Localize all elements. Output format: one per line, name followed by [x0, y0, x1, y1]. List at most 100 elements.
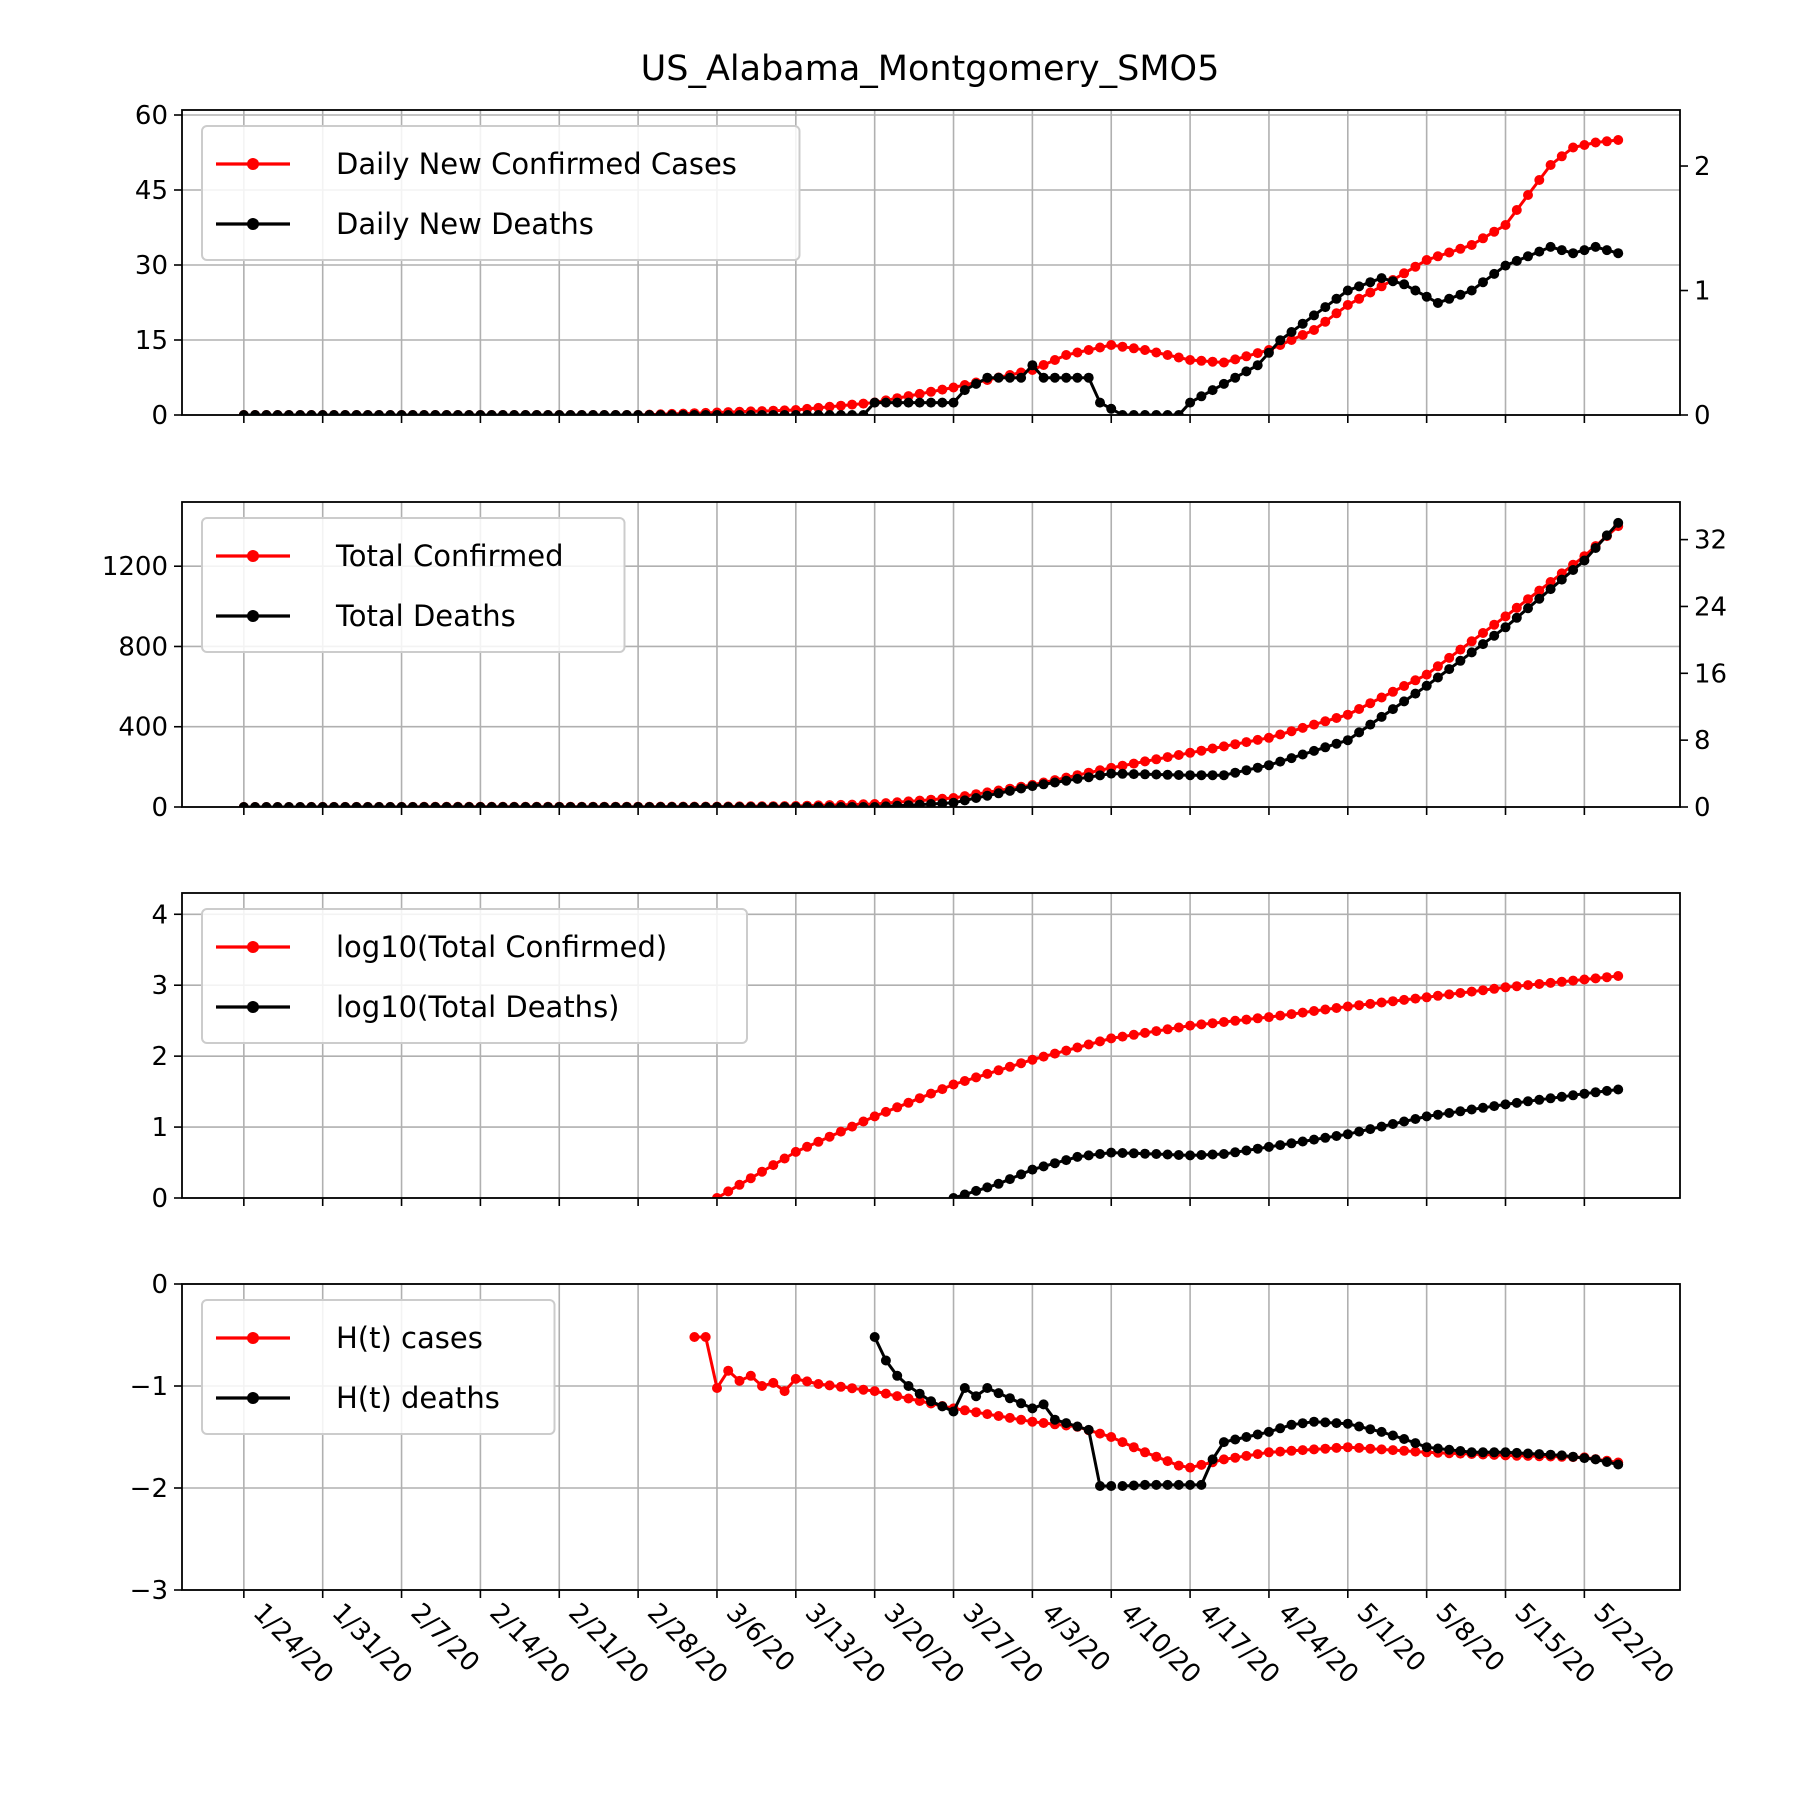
data-point-h-t-cases: [1117, 1437, 1128, 1448]
data-point-total-deaths: [599, 802, 610, 807]
data-point-daily-new-deaths: [452, 410, 463, 415]
data-point-total-deaths: [419, 802, 430, 807]
data-point-log10-total-deaths: [1297, 1136, 1308, 1147]
data-point-log10-total-confirmed: [892, 1102, 903, 1113]
data-point-daily-new-deaths: [1410, 285, 1421, 296]
data-point-log10-total-deaths: [1376, 1121, 1387, 1132]
data-point-daily-new-deaths: [971, 378, 982, 389]
data-point-total-deaths: [1252, 762, 1263, 773]
data-point-h-t-cases: [1387, 1445, 1398, 1456]
data-point-log10-total-confirmed: [779, 1153, 790, 1164]
data-point-daily-new-confirmed-cases: [1568, 142, 1579, 153]
data-point-total-deaths: [948, 797, 959, 807]
data-point-total-confirmed: [1432, 661, 1443, 672]
data-point-h-t-deaths: [903, 1381, 914, 1391]
data-point-log10-total-confirmed: [813, 1136, 824, 1147]
legend-label: log10(Total Deaths): [336, 990, 620, 1024]
data-point-total-confirmed: [1455, 644, 1466, 655]
data-point-daily-new-confirmed-cases: [1579, 140, 1590, 150]
data-point-daily-new-deaths: [678, 410, 689, 415]
data-point-total-deaths: [1218, 770, 1229, 781]
data-point-log10-total-confirmed: [1004, 1061, 1015, 1072]
data-point-h-t-deaths: [914, 1388, 925, 1399]
data-point-h-t-deaths: [937, 1401, 948, 1412]
data-point-total-deaths: [1072, 773, 1083, 784]
data-point-h-t-deaths: [1387, 1430, 1398, 1441]
data-point-daily-new-deaths: [1173, 410, 1184, 415]
data-point-h-t-cases: [790, 1373, 801, 1384]
data-point-daily-new-confirmed-cases: [1218, 357, 1229, 368]
data-point-daily-new-confirmed-cases: [1376, 281, 1387, 292]
data-point-total-deaths: [238, 802, 249, 807]
data-point-daily-new-confirmed-cases: [1083, 345, 1094, 355]
data-point-log10-total-deaths: [1004, 1174, 1015, 1185]
y2-tick-label: 16: [1694, 659, 1727, 689]
data-point-daily-new-deaths: [543, 410, 553, 415]
data-point-total-confirmed: [1376, 692, 1387, 703]
series-line-h-t-deaths: [873, 1336, 1112, 1488]
data-point-daily-new-confirmed-cases: [948, 382, 959, 393]
data-point-log10-total-deaths: [1511, 1097, 1522, 1108]
data-point-h-t-cases: [1027, 1416, 1038, 1427]
data-point-daily-new-deaths: [250, 410, 261, 415]
data-point-total-deaths: [385, 802, 396, 807]
data-point-h-t-deaths: [1095, 1481, 1105, 1491]
data-point-log10-total-confirmed: [1095, 1036, 1105, 1047]
data-point-total-deaths: [1376, 711, 1387, 722]
y2-tick-label: 0: [1694, 793, 1711, 823]
data-point-daily-new-deaths: [430, 410, 441, 415]
data-point-total-deaths: [464, 802, 475, 807]
data-point-log10-total-confirmed: [971, 1072, 982, 1083]
data-point-total-deaths: [1410, 688, 1421, 699]
data-point-log10-total-deaths: [1185, 1150, 1196, 1161]
data-point-total-deaths: [1545, 584, 1556, 595]
data-point-h-t-cases: [1410, 1446, 1421, 1457]
data-point-daily-new-deaths: [644, 410, 655, 415]
data-point-daily-new-deaths: [464, 410, 475, 415]
data-point-daily-new-deaths: [926, 397, 936, 408]
data-point-log10-total-confirmed: [1016, 1058, 1027, 1069]
legend-swatch-marker: [247, 158, 259, 170]
data-point-log10-total-deaths: [1049, 1158, 1060, 1169]
data-point-daily-new-deaths: [1342, 285, 1353, 296]
data-point-log10-total-deaths: [1500, 1099, 1511, 1110]
data-point-log10-total-deaths: [1083, 1150, 1094, 1161]
data-point-daily-new-deaths: [802, 410, 813, 415]
data-point-total-deaths: [1399, 696, 1410, 707]
data-point-daily-new-deaths: [1579, 245, 1590, 256]
data-point-daily-new-confirmed-cases: [1038, 360, 1049, 370]
data-point-total-confirmed: [1241, 737, 1252, 748]
data-point-daily-new-deaths: [385, 410, 396, 415]
data-point-total-deaths: [1185, 770, 1196, 781]
data-point-h-t-deaths: [1027, 1403, 1038, 1414]
data-point-log10-total-confirmed: [1196, 1019, 1207, 1030]
data-point-total-deaths: [1263, 760, 1274, 771]
data-point-daily-new-confirmed-cases: [1399, 268, 1410, 279]
data-point-total-confirmed: [1444, 652, 1455, 663]
data-point-total-deaths: [1342, 735, 1353, 746]
y2-tick-label: 1: [1694, 277, 1711, 307]
data-point-h-t-cases: [1252, 1449, 1263, 1460]
data-point-log10-total-confirmed: [1241, 1014, 1252, 1025]
data-point-total-confirmed: [1297, 722, 1308, 733]
data-point-log10-total-deaths: [1444, 1108, 1455, 1118]
data-point-daily-new-deaths: [1061, 372, 1072, 383]
data-point-h-t-cases: [1320, 1443, 1331, 1454]
data-point-h-t-cases: [813, 1379, 824, 1389]
data-point-total-deaths: [1309, 745, 1319, 756]
data-point-log10-total-deaths: [1387, 1119, 1398, 1129]
data-point-log10-total-confirmed: [1511, 981, 1522, 992]
data-point-total-confirmed: [1309, 719, 1319, 730]
data-point-h-t-deaths: [1478, 1447, 1488, 1458]
data-point-daily-new-deaths: [1399, 279, 1410, 290]
data-point-total-deaths: [1500, 622, 1511, 633]
data-point-daily-new-deaths: [1556, 245, 1567, 256]
data-point-daily-new-confirmed-cases: [1151, 347, 1162, 358]
data-point-h-t-cases: [1128, 1442, 1139, 1453]
legend-box: [201, 517, 626, 653]
data-point-log10-total-deaths: [1354, 1126, 1365, 1137]
data-point-log10-total-deaths: [1421, 1111, 1432, 1122]
legend-box: [201, 1299, 556, 1435]
series-layer: [238, 135, 1624, 415]
